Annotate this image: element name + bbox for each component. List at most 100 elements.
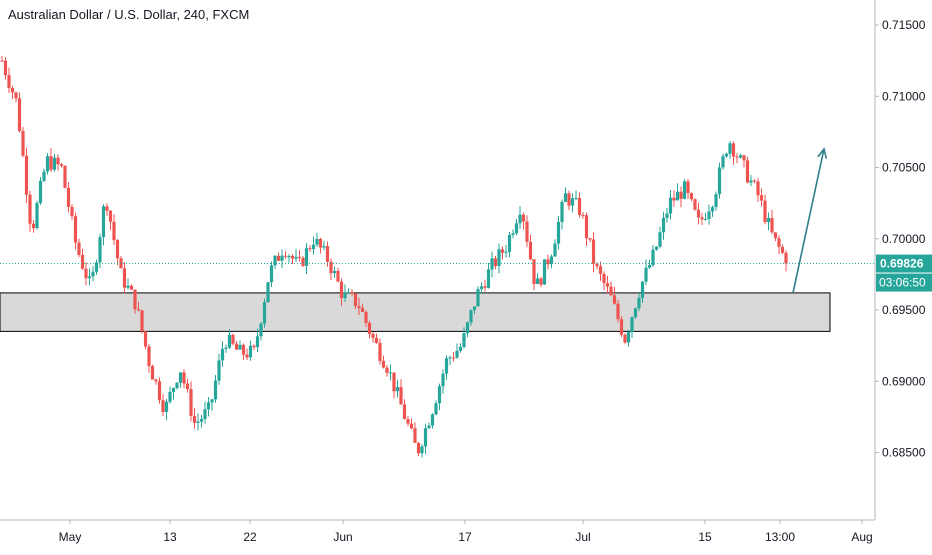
candle xyxy=(577,192,582,218)
price-tick-label: 0.69000 xyxy=(882,374,926,388)
candle-body xyxy=(143,331,148,347)
candle xyxy=(374,333,379,344)
candle xyxy=(507,231,512,258)
candle xyxy=(542,259,547,285)
candle-body xyxy=(14,92,18,99)
candle xyxy=(119,256,123,269)
candle xyxy=(339,278,344,306)
candle xyxy=(346,288,351,294)
candle xyxy=(521,212,526,230)
candle xyxy=(633,307,638,319)
candle xyxy=(598,261,603,281)
candle-body xyxy=(458,346,463,351)
candle-body xyxy=(63,165,67,188)
candle-body xyxy=(290,256,295,259)
candle-body xyxy=(98,237,102,263)
candle-body xyxy=(472,306,477,311)
candle xyxy=(402,399,407,420)
candle-body xyxy=(567,193,571,206)
candle-body xyxy=(416,442,421,454)
candle-body xyxy=(17,98,22,131)
candle xyxy=(224,344,228,353)
candle xyxy=(703,212,708,221)
candle xyxy=(234,340,239,350)
candle xyxy=(154,378,158,385)
candle-body xyxy=(136,309,141,311)
candle xyxy=(49,148,53,172)
candle-body xyxy=(483,286,487,288)
candle xyxy=(311,236,316,255)
candle xyxy=(591,232,596,273)
candle xyxy=(451,352,456,362)
price-tick-label: 0.71000 xyxy=(882,89,926,103)
candle xyxy=(280,249,284,269)
candle xyxy=(122,262,127,294)
candle xyxy=(17,92,22,133)
candle-body xyxy=(0,60,4,62)
candle-body xyxy=(392,372,396,392)
candle xyxy=(493,255,498,270)
candle-body xyxy=(542,259,547,285)
candle xyxy=(192,408,197,429)
candle-body xyxy=(70,206,74,217)
candle xyxy=(290,254,295,264)
candle xyxy=(675,183,680,201)
candle xyxy=(581,212,585,219)
candle-body xyxy=(378,342,382,361)
candle xyxy=(325,241,330,267)
candle-body xyxy=(591,239,596,264)
candle-body xyxy=(364,311,368,323)
candle-body xyxy=(703,218,708,220)
candle-body xyxy=(451,357,456,359)
candle-body xyxy=(616,303,620,320)
projection-arrow-head xyxy=(817,147,828,159)
candle xyxy=(458,343,463,353)
candle xyxy=(248,340,253,361)
candle-body xyxy=(679,191,683,199)
price-tick-label: 0.70000 xyxy=(882,232,926,246)
candle xyxy=(619,316,624,337)
candle xyxy=(560,199,564,230)
candle-body xyxy=(500,249,505,253)
candle-body xyxy=(626,331,631,343)
candle-body xyxy=(665,213,669,218)
candle xyxy=(175,382,179,390)
candle xyxy=(682,179,687,200)
candle xyxy=(283,251,288,259)
candle-body xyxy=(630,317,634,332)
candle xyxy=(497,243,501,274)
candle xyxy=(388,364,393,381)
time-tick-label: 13:00 xyxy=(765,530,795,544)
candle xyxy=(773,232,778,242)
candle xyxy=(28,190,32,232)
candle xyxy=(612,286,617,305)
candle-body xyxy=(245,354,249,358)
candle-body xyxy=(73,216,78,243)
candle xyxy=(416,441,421,457)
candle xyxy=(66,181,71,213)
candle xyxy=(756,177,760,203)
candle-body xyxy=(504,251,508,253)
candle-body xyxy=(217,360,221,381)
candle-body xyxy=(525,221,529,242)
candle-body xyxy=(651,249,655,266)
candle xyxy=(406,415,410,427)
candle-body xyxy=(493,258,498,266)
candle xyxy=(164,398,169,420)
candle xyxy=(563,187,568,203)
candle-body xyxy=(80,254,85,269)
candle xyxy=(518,206,522,229)
candle-body xyxy=(770,217,774,233)
candle-body xyxy=(66,187,71,207)
candle-body xyxy=(301,257,305,266)
candle xyxy=(472,306,477,314)
candle xyxy=(178,372,183,388)
candle xyxy=(360,303,365,313)
candle xyxy=(73,212,78,250)
candle-body xyxy=(266,282,270,303)
candle-body xyxy=(434,403,438,415)
candle xyxy=(658,226,662,249)
candle xyxy=(637,292,641,312)
